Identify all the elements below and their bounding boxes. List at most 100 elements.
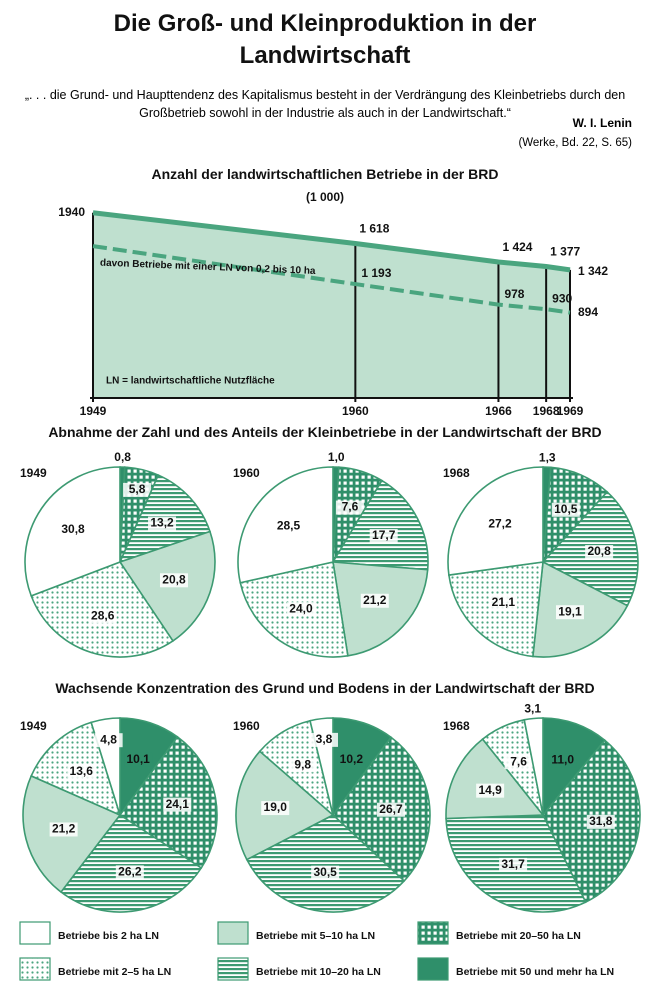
value-label: 10,5 [554, 502, 578, 516]
label-bg [335, 500, 364, 515]
pie-label: 1960 [233, 466, 260, 480]
value-label: 21,2 [52, 822, 76, 836]
label-bg [360, 593, 389, 608]
label-bg [148, 516, 177, 531]
quote-author: W. I. Lenin [572, 116, 632, 130]
value-label: 24,1 [166, 797, 190, 811]
value-label: 13,2 [150, 516, 174, 530]
label-bg [376, 802, 405, 817]
legend-swatch [217, 921, 249, 945]
value-label: 20,8 [587, 544, 611, 558]
legend-label: Betriebe bis 2 ha LN [58, 930, 159, 942]
value-label: 30,5 [313, 865, 337, 879]
value-label: 28,5 [277, 519, 301, 533]
pie-slice [59, 813, 203, 913]
label-bg [311, 865, 340, 880]
quote-source: (Werke, Bd. 22, S. 65) [518, 137, 632, 149]
value-label: 17,7 [372, 528, 396, 542]
value-label: 4,8 [100, 732, 117, 746]
label-bg [499, 857, 528, 872]
label-bg [369, 528, 398, 543]
value-label: 31,7 [501, 857, 525, 871]
value-label: 5,8 [129, 482, 146, 496]
label-bg [274, 519, 303, 534]
value-label: 11,0 [551, 752, 574, 766]
label-bg [585, 545, 614, 560]
legend-swatch [19, 921, 51, 945]
value-label: 26,7 [379, 802, 403, 816]
legend-swatch [217, 957, 249, 981]
legend-label: Betriebe mit 50 und mehr ha LN [456, 966, 614, 978]
label-bg [551, 502, 580, 517]
value-label: 978 [504, 287, 524, 301]
value-label: 21,1 [492, 595, 516, 609]
page-title: Die Groß- und Kleinproduktion in der Lan… [113, 10, 537, 69]
label-bg [115, 865, 144, 880]
legend-label: Betriebe mit 5–10 ha LN [256, 930, 375, 942]
pie-label: 1968 [443, 466, 470, 480]
pie-label: 1968 [443, 719, 470, 733]
value-label: 1 618 [359, 222, 389, 236]
value-label: 1 377 [550, 245, 580, 259]
value-label: 930 [552, 291, 572, 305]
label-bg [286, 602, 315, 617]
value-label: 3,1 [524, 702, 541, 716]
pie-slice [331, 479, 429, 571]
dashed-line [92, 244, 571, 315]
value-label: 14,9 [478, 783, 502, 797]
value-label: 30,8 [61, 522, 85, 536]
pie-slice [332, 561, 429, 657]
label-bg [159, 573, 188, 588]
label-bg [288, 758, 317, 773]
pie-label: 1949 [20, 466, 47, 480]
value-label: 10,2 [340, 752, 364, 766]
x-tick-label: 1966 [485, 404, 512, 418]
label-bg [504, 755, 533, 770]
value-label: 3,8 [316, 732, 333, 746]
value-label: 31,8 [589, 814, 613, 828]
chart-title: Abnahme der Zahl und des Anteils der Kle… [48, 424, 602, 440]
value-label: 7,6 [510, 754, 527, 768]
value-label: 13,6 [70, 764, 94, 778]
note: LN = landwirtschaftliche Nutzfläche [106, 376, 275, 387]
value-label: 19,1 [558, 604, 582, 618]
label-bg [49, 822, 78, 837]
value-label: 1 424 [502, 240, 532, 254]
value-label: 27,2 [488, 517, 512, 531]
label-bg [163, 797, 192, 812]
value-label: 894 [578, 305, 598, 319]
x-tick-label: 1960 [342, 404, 369, 418]
pie-label: 1960 [233, 719, 260, 733]
value-label: 19,0 [264, 800, 288, 814]
label-bg [486, 517, 515, 532]
value-label: 28,6 [91, 608, 115, 622]
legend-label: Betriebe mit 10–20 ha LN [256, 966, 381, 978]
value-label: 20,8 [162, 572, 186, 586]
label-bg [94, 733, 123, 748]
label-bg [489, 595, 518, 610]
quote: „. . . die Grund- und Haupttendenz des K… [24, 88, 626, 120]
value-label: 0,8 [114, 450, 131, 464]
value-label: 26,2 [118, 865, 142, 879]
label-bg [59, 522, 88, 537]
chart-subtitle: (1 000) [305, 190, 345, 204]
x-tick-label: 1968 [533, 404, 560, 418]
x-tick-label: 1969 [557, 404, 584, 418]
legend-swatch [19, 957, 51, 981]
label-bg [67, 764, 96, 779]
value-label: 10,1 [126, 752, 150, 766]
label-bg [476, 783, 505, 798]
value-label: 1940 [58, 205, 85, 219]
label-bg [586, 814, 615, 829]
value-label: 1,3 [539, 450, 556, 464]
legend-swatch [417, 921, 449, 945]
x-tick-label: 1949 [80, 404, 107, 418]
chart-title: Anzahl der landwirtschaftlichen Betriebe… [151, 166, 499, 182]
chart-title: Wachsende Konzentration des Grund und Bo… [55, 680, 595, 696]
area [93, 212, 570, 398]
label-bg [548, 753, 577, 768]
value-label: 24,0 [289, 601, 313, 615]
value-label: 21,2 [363, 593, 387, 607]
label-bg [555, 605, 584, 620]
